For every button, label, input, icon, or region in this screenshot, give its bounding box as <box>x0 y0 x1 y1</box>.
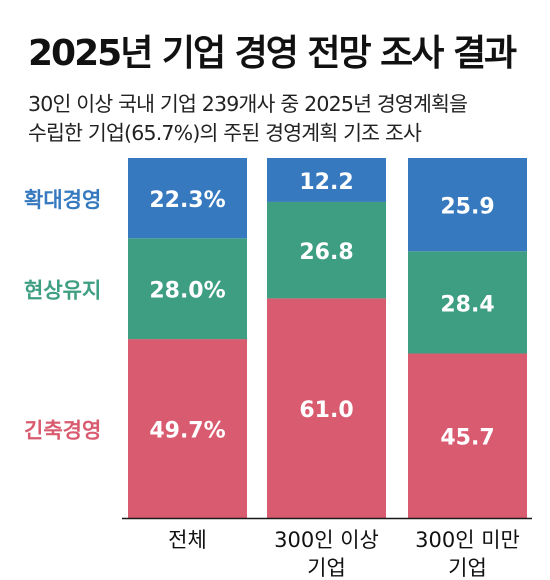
bar-segment-2-1 <box>267 158 386 202</box>
bar-segment-0-0 <box>128 339 247 518</box>
bar-segment-0-2 <box>408 353 527 518</box>
category-label-2-1: 기업 <box>448 556 487 580</box>
data-label-1-1: 26.8 <box>299 240 353 265</box>
data-label-1-0: 28.0% <box>149 279 225 304</box>
bar-segment-2-2 <box>408 158 527 252</box>
series-label-2: 확대경영 <box>24 188 101 212</box>
data-label-0-2: 45.7 <box>440 426 494 451</box>
category-label-1-0: 300인 이상 <box>274 528 379 552</box>
data-label-2-1: 12.2 <box>299 170 353 195</box>
category-label-1-1: 기업 <box>307 556 346 580</box>
bar-segment-1-2 <box>408 251 527 354</box>
data-label-0-1: 61.0 <box>299 398 353 423</box>
subtitle-line-1: 30인 이상 국내 기업 239개사 중 2025년 경영계획을 <box>28 92 468 116</box>
category-label-0-0: 전체 <box>168 528 207 552</box>
series-label-0: 긴축경영 <box>24 419 101 443</box>
series-label-1: 현상유지 <box>24 279 101 303</box>
data-label-1-2: 28.4 <box>440 292 494 317</box>
subtitle-line-2: 수립한 기업(65.7%)의 주된 경영계획 기조 조사 <box>28 121 422 145</box>
bar-segment-1-0 <box>128 238 247 340</box>
bar-segment-1-1 <box>267 201 386 299</box>
data-label-0-0: 49.7% <box>149 419 225 444</box>
bar-segment-0-1 <box>267 298 386 518</box>
chart-title: 2025년 기업 경영 전망 조사 결과 <box>28 33 517 74</box>
data-label-2-2: 25.9 <box>440 195 494 220</box>
bar-segment-2-0 <box>128 158 247 239</box>
chart-subtitle: 30인 이상 국내 기업 239개사 중 2025년 경영계획을 수립한 기업(… <box>28 90 468 148</box>
data-label-2-0: 22.3% <box>149 188 225 213</box>
category-label-2-0: 300인 미만 <box>415 528 520 552</box>
